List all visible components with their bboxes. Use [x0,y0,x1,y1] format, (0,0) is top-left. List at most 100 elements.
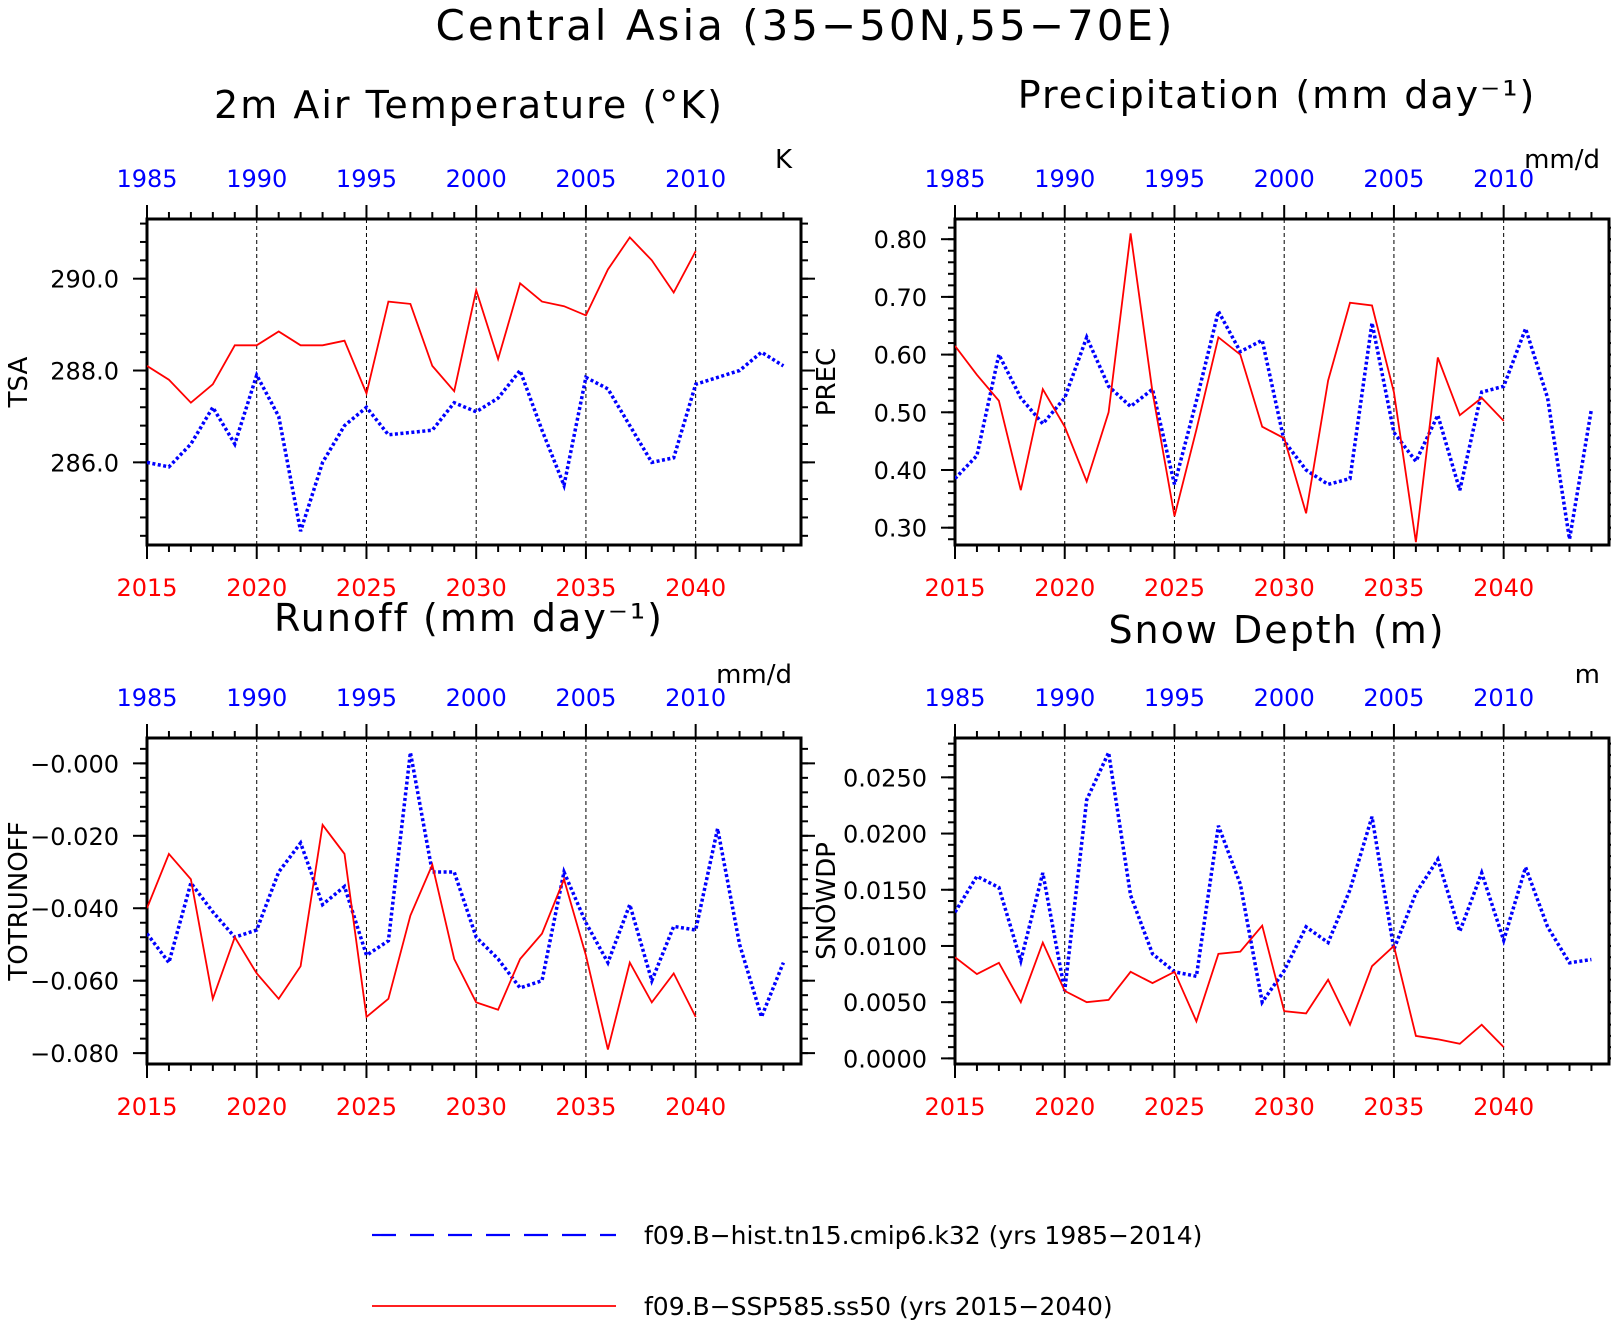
bottom-tick-label: 2040 [1473,574,1534,602]
top-tick-label: 1995 [1144,165,1205,193]
y-tick-label: 0.0000 [843,1045,927,1073]
panel-title: Precipitation (mm day⁻¹) [1018,73,1537,117]
units-label: mm/d [716,660,792,690]
top-tick-label: 2000 [1254,684,1315,712]
units-label: m [1575,660,1600,690]
bottom-tick-label: 2015 [116,1093,177,1121]
bottom-tick-label: 2015 [116,574,177,602]
top-tick-label: 1995 [336,165,397,193]
bottom-tick-label: 2025 [336,574,397,602]
plot-frame [145,736,803,1066]
units-label: K [775,145,793,175]
bottom-tick-label: 2030 [1254,1093,1315,1121]
legend: f09.B−hist.tn15.cmip6.k32 (yrs 1985−2014… [372,1221,1202,1321]
y-tick-label: 0.0150 [843,877,927,905]
y-axis-label: PREC [812,348,842,416]
bottom-tick-label: 2030 [1254,574,1315,602]
y-axis-label: SNOWDP [812,842,842,960]
panel-title: Snow Depth (m) [1108,608,1445,652]
bottom-tick-label: 2020 [1034,1093,1095,1121]
top-tick-label: 1985 [924,165,985,193]
future-series-line [147,822,697,1050]
figure-title: Central Asia (35−50N,55−70E) [435,1,1176,50]
top-tick-label: 2010 [665,684,726,712]
bottom-tick-label: 2015 [924,1093,985,1121]
bottom-tick-label: 2035 [1363,1093,1424,1121]
units-label: mm/d [1524,145,1600,175]
y-tick-label: 288.0 [50,358,119,386]
y-tick-label: 0.0200 [843,821,927,849]
y-tick-label: 0.60 [874,342,927,370]
panel-title: Runoff (mm day⁻¹) [274,596,664,640]
bottom-tick-label: 2040 [665,1093,726,1121]
historical-series-line [955,746,1592,1007]
y-axis-label: TSA [4,356,34,408]
panel-3: Runoff (mm day⁻¹) mm/d 1985 1990 1995 2000 200… [4,596,815,1121]
plot-frame [953,736,1611,1066]
y-tick-label: 0.40 [874,457,927,485]
y-tick-label: 0.50 [874,399,927,427]
top-tick-label: 2005 [555,165,616,193]
bottom-tick-label: 2020 [226,574,287,602]
top-tick-label: 2010 [1473,165,1534,193]
panel-2: Precipitation (mm day⁻¹) mm/d 1985 1990 1995… [812,73,1611,602]
panel-4: Snow Depth (m) m 1985 1990 1995 2000 2005 2010 2… [812,608,1611,1121]
top-tick-label: 1995 [336,684,397,712]
top-tick-label: 2005 [555,684,616,712]
y-tick-label: −0.000 [30,750,119,778]
top-tick-label: 2000 [446,165,507,193]
y-tick-label: 0.70 [874,284,927,312]
series-group [147,235,785,532]
top-tick-label: 2000 [1254,165,1315,193]
y-tick-label: −0.020 [30,823,119,851]
y-tick-label: −0.060 [30,968,119,996]
y-tick-label: −0.040 [30,895,119,923]
top-tick-label: 2010 [665,165,726,193]
y-tick-label: −0.080 [30,1040,119,1068]
bottom-tick-label: 2030 [446,1093,507,1121]
bottom-tick-label: 2020 [1034,574,1095,602]
top-tick-label: 1985 [116,165,177,193]
bottom-tick-label: 2025 [1144,1093,1205,1121]
y-tick-label: 0.0250 [843,764,927,792]
y-axis-label: TOTRUNOFF [4,821,34,981]
y-tick-label: 290.0 [50,266,119,294]
series-group [147,752,786,1050]
plot-frame [953,217,1611,547]
future-series-line [955,233,1505,543]
bottom-tick-label: 2030 [446,574,507,602]
top-tick-label: 1995 [1144,684,1205,712]
y-tick-label: 0.30 [874,515,927,543]
bottom-tick-label: 2040 [665,574,726,602]
bottom-tick-label: 2040 [1473,1093,1534,1121]
legend-label: f09.B−hist.tn15.cmip6.k32 (yrs 1985−2014… [644,1221,1202,1250]
panel-1: 2m Air Temperature (°K) K 1985 1990 1995 2000… [4,83,815,602]
bottom-tick-label: 2025 [1144,574,1205,602]
bottom-tick-label: 2035 [555,574,616,602]
y-tick-label: 0.80 [874,226,927,254]
top-tick-label: 1985 [116,684,177,712]
y-tick-label: 0.0050 [843,989,927,1017]
future-series-line [147,235,697,404]
top-tick-label: 2005 [1363,165,1424,193]
top-tick-label: 1990 [226,684,287,712]
top-tick-label: 2010 [1473,684,1534,712]
legend-label: f09.B−SSP585.ss50 (yrs 2015−2040) [644,1292,1113,1321]
plot-frame [145,217,803,547]
y-tick-label: 0.0100 [843,933,927,961]
series-group [955,233,1594,543]
panel-title: 2m Air Temperature (°K) [214,83,724,127]
bottom-tick-label: 2025 [336,1093,397,1121]
historical-series-line [147,752,786,1023]
y-tick-label: 286.0 [50,449,119,477]
historical-series-line [147,350,785,532]
future-series-line [955,923,1505,1048]
bottom-tick-label: 2035 [555,1093,616,1121]
bottom-tick-label: 2020 [226,1093,287,1121]
top-tick-label: 1990 [1034,684,1095,712]
bottom-tick-label: 2015 [924,574,985,602]
top-tick-label: 2005 [1363,684,1424,712]
bottom-tick-label: 2035 [1363,574,1424,602]
historical-series-line [955,306,1594,540]
